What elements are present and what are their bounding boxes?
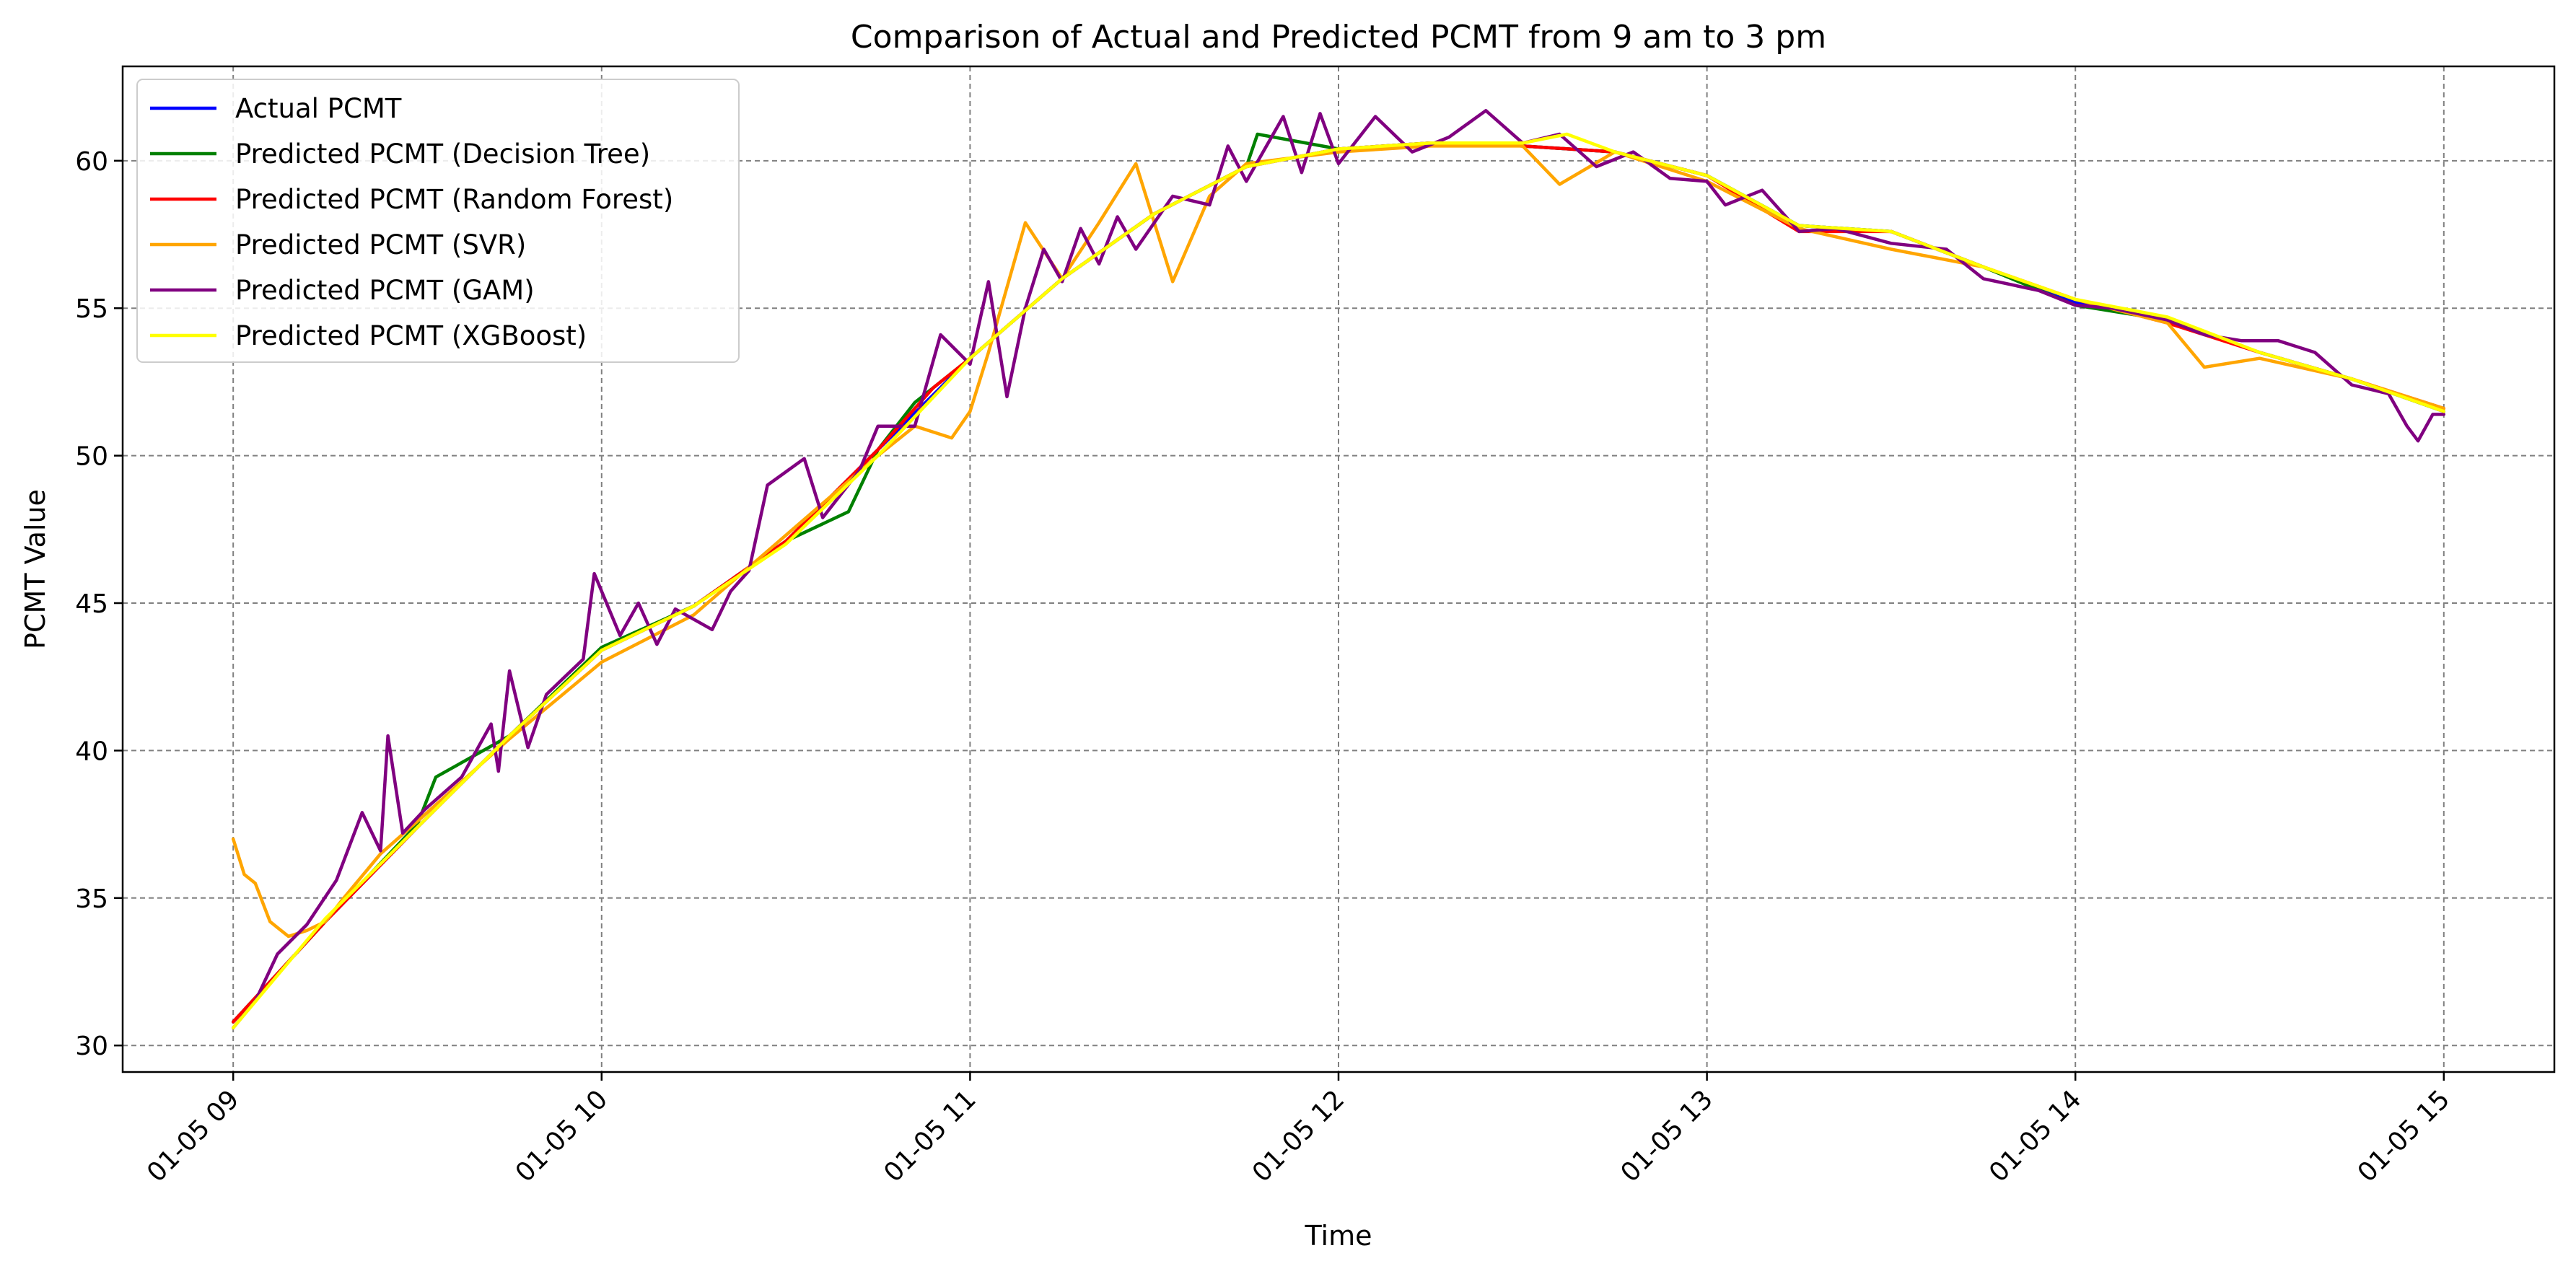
x-tick-label: 01-05 09 xyxy=(141,1084,245,1187)
x-tick-label: 01-05 11 xyxy=(878,1084,981,1187)
y-tick-label: 45 xyxy=(75,589,108,619)
y-tick-label: 50 xyxy=(75,442,108,472)
y-tick-label: 40 xyxy=(75,737,108,766)
legend-label: Predicted PCMT (Random Forest) xyxy=(235,184,673,215)
legend-label: Actual PCMT xyxy=(235,93,402,124)
y-axis-label: PCMT Value xyxy=(19,489,51,649)
series-lines xyxy=(231,109,2446,1029)
x-tick-label: 01-05 12 xyxy=(1247,1084,1350,1187)
legend: Actual PCMT Predicted PCMT (Decision Tree… xyxy=(136,79,740,363)
y-tick-label: 55 xyxy=(75,294,108,324)
series-line-4 xyxy=(231,109,2446,1029)
x-tick-label: 01-05 10 xyxy=(510,1084,613,1187)
x-tick-label: 01-05 15 xyxy=(2352,1084,2455,1187)
y-tick-label: 60 xyxy=(75,147,108,177)
chart-title: Comparison of Actual and Predicted PCMT … xyxy=(851,19,1826,56)
legend-box xyxy=(136,79,740,363)
x-tick-label: 01-05 13 xyxy=(1616,1084,1719,1187)
x-axis-label: Time xyxy=(1305,1220,1372,1252)
y-tick-label: 35 xyxy=(75,884,108,914)
legend-label: Predicted PCMT (GAM) xyxy=(235,275,535,306)
legend-label: Predicted PCMT (Decision Tree) xyxy=(235,139,650,170)
legend-label: Predicted PCMT (SVR) xyxy=(235,229,526,260)
y-tick-label: 30 xyxy=(75,1032,108,1061)
y-axis-ticks: 30 35 40 45 50 55 60 xyxy=(75,147,123,1061)
x-tick-label: 01-05 14 xyxy=(1984,1084,2087,1187)
series-line-5 xyxy=(231,132,2446,1029)
legend-label: Predicted PCMT (XGBoost) xyxy=(235,320,587,351)
x-axis-ticks: 01-05 09 01-05 10 01-05 11 01-05 12 01-05 13… xyxy=(141,1072,2455,1188)
